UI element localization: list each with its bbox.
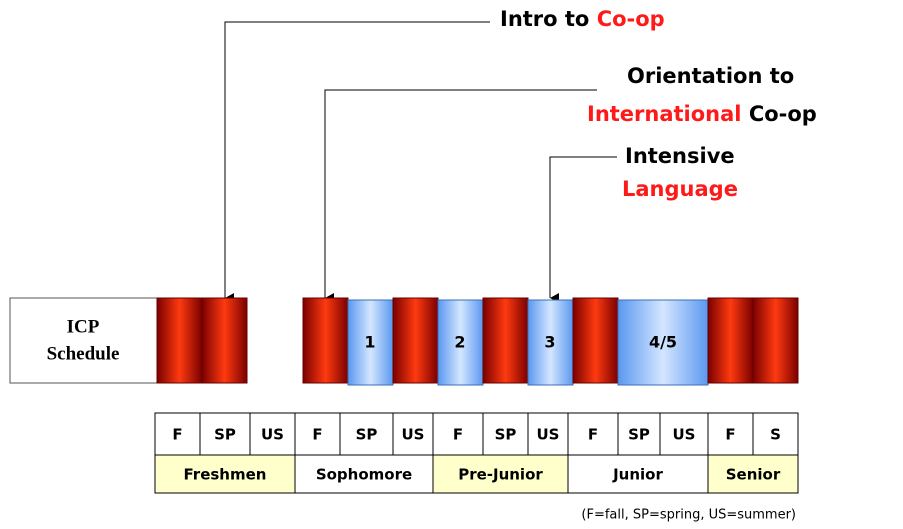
callout-text: Orientation to bbox=[627, 64, 794, 88]
red-block bbox=[392, 297, 439, 384]
term-label: US bbox=[673, 426, 696, 444]
term-cell bbox=[707, 412, 754, 456]
blue-block bbox=[437, 299, 484, 386]
year-cell bbox=[154, 454, 296, 494]
blue-block bbox=[347, 299, 394, 386]
term-blocks: 1 2 3 4/5 bbox=[156, 297, 799, 386]
year-cell bbox=[294, 454, 434, 494]
term-label: F bbox=[725, 426, 735, 444]
footnote: (F=fall, SP=spring, US=summer) bbox=[581, 508, 796, 523]
callout-text: Language bbox=[622, 177, 738, 201]
callout-intensive: Intensive Language bbox=[549, 144, 738, 303]
block-label: 1 bbox=[364, 333, 375, 352]
term-label: F bbox=[172, 426, 182, 444]
red-block bbox=[752, 297, 799, 384]
block-label: 4/5 bbox=[649, 333, 677, 352]
term-cell bbox=[392, 412, 434, 456]
blue-block bbox=[617, 299, 709, 386]
year-label: Junior bbox=[612, 466, 663, 484]
term-cell bbox=[199, 412, 251, 456]
term-label: F bbox=[588, 426, 598, 444]
arrow bbox=[324, 89, 597, 303]
red-block bbox=[572, 297, 619, 384]
blue-block bbox=[527, 299, 574, 386]
year-label: Pre-Junior bbox=[458, 466, 543, 484]
term-table: F SP US F SP US F SP US F SP US F S Freshmen Sophomore P… bbox=[154, 412, 799, 494]
callout-intro: Intro to Co-op bbox=[224, 7, 665, 303]
block-label: 3 bbox=[544, 333, 555, 352]
red-block bbox=[201, 297, 248, 384]
year-label: Senior bbox=[726, 466, 781, 484]
arrow bbox=[224, 21, 490, 303]
year-cell bbox=[567, 454, 709, 494]
year-cell bbox=[707, 454, 799, 494]
red-block bbox=[302, 297, 349, 384]
term-label: US bbox=[261, 426, 284, 444]
schedule-box bbox=[9, 297, 158, 384]
callout-text: International Co-op bbox=[587, 102, 817, 126]
callout-text: Intensive bbox=[625, 144, 735, 168]
term-label: S bbox=[770, 426, 781, 444]
term-cell bbox=[567, 412, 619, 456]
red-block bbox=[707, 297, 754, 384]
year-cell bbox=[432, 454, 569, 494]
term-cell bbox=[294, 412, 341, 456]
term-cell bbox=[659, 412, 709, 456]
schedule-label: Schedule bbox=[47, 343, 120, 364]
term-label: F bbox=[312, 426, 322, 444]
term-label: SP bbox=[356, 426, 378, 444]
term-cell bbox=[482, 412, 529, 456]
block-label: 2 bbox=[454, 333, 465, 352]
term-label: SP bbox=[214, 426, 236, 444]
callout-orientation: Orientation to International Co-op bbox=[324, 64, 817, 303]
red-block bbox=[156, 297, 203, 384]
term-label: SP bbox=[495, 426, 517, 444]
arrow bbox=[549, 156, 617, 303]
term-label: US bbox=[402, 426, 425, 444]
red-block bbox=[482, 297, 529, 384]
term-label: SP bbox=[628, 426, 650, 444]
year-label: Sophomore bbox=[316, 466, 412, 484]
year-label: Freshmen bbox=[184, 466, 267, 484]
term-label: US bbox=[537, 426, 560, 444]
callout-text: Intro to Co-op bbox=[500, 7, 665, 31]
term-cell bbox=[752, 412, 799, 456]
term-label: F bbox=[453, 426, 463, 444]
schedule-label: ICP bbox=[67, 316, 100, 337]
